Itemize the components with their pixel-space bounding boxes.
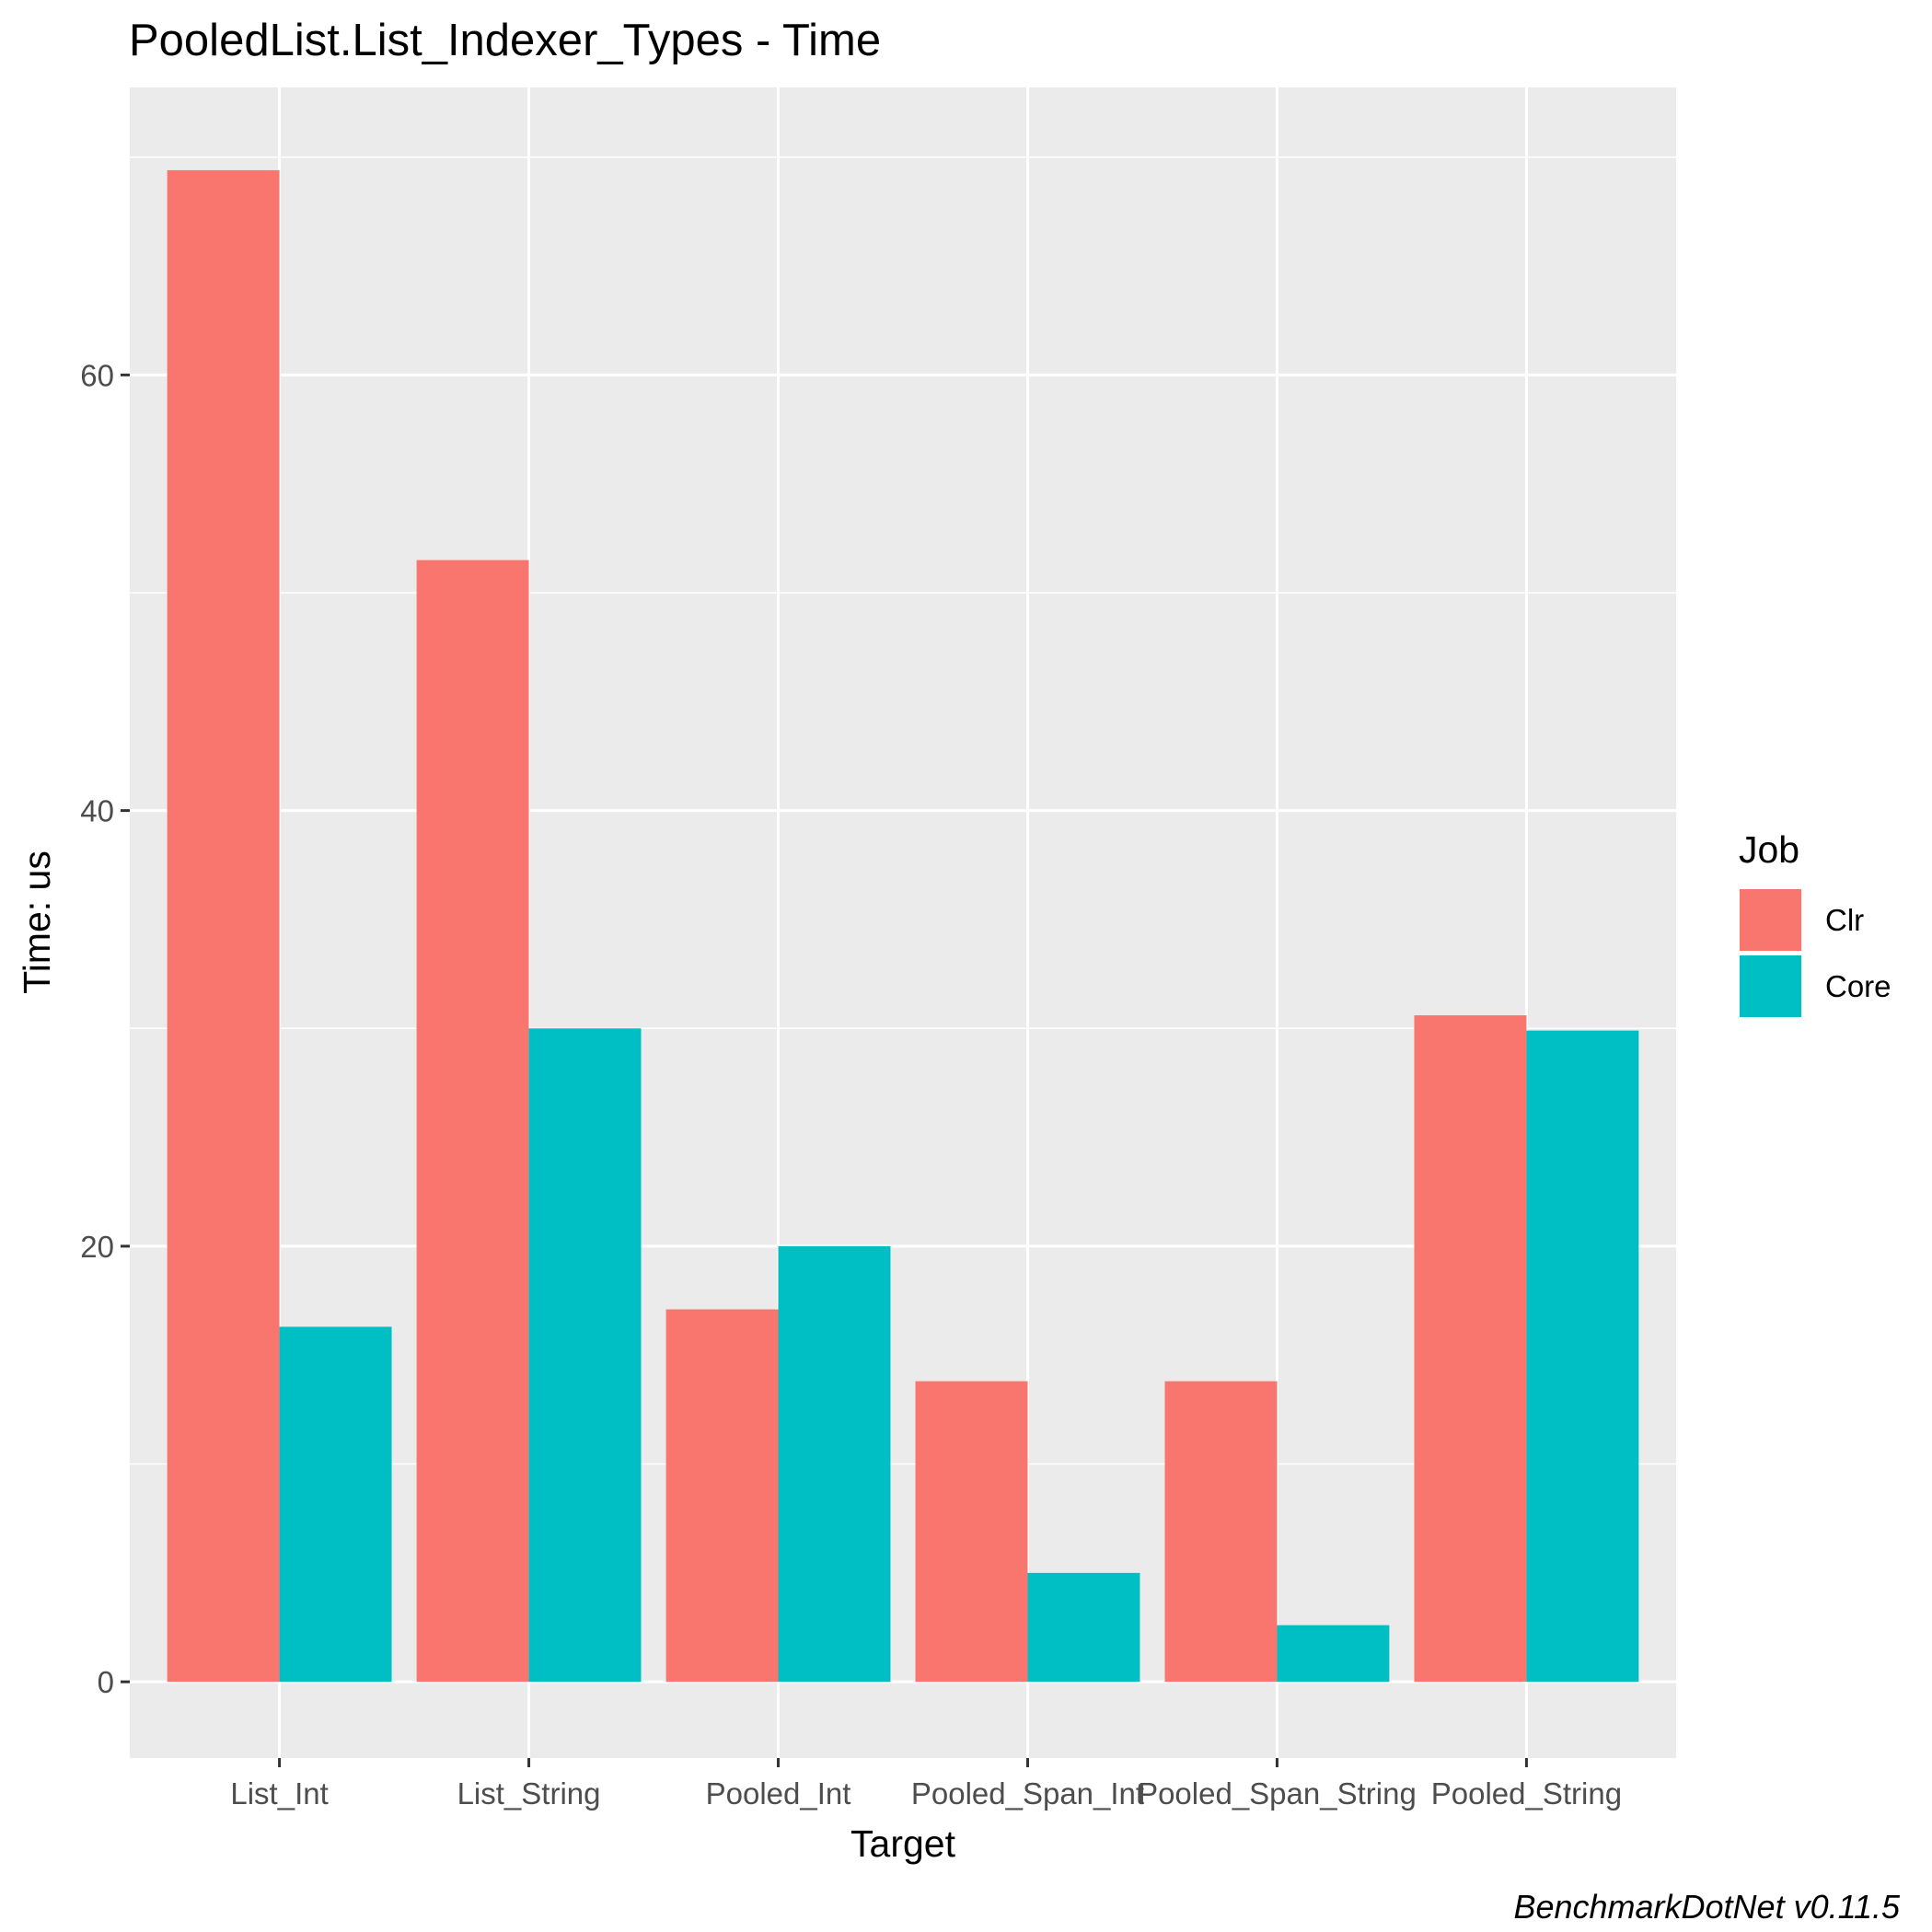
bar-core [528, 1028, 642, 1683]
legend-label: Clr [1825, 903, 1864, 937]
bar-clr [167, 169, 280, 1683]
y-tick-label: 60 [80, 358, 114, 392]
bar-clr [665, 1309, 779, 1683]
bar-core [778, 1245, 891, 1683]
legend: Job Clr Core [1739, 828, 1892, 1017]
bar-core [1277, 1625, 1390, 1683]
bars [167, 169, 1639, 1683]
x-tick-label: List_Int [230, 1776, 328, 1811]
x-axis: List_Int List_String Pooled_Int Pooled_Span… [230, 1758, 1622, 1811]
legend-key-clr [1740, 889, 1801, 951]
x-tick-label: Pooled_Span_String [1138, 1776, 1417, 1811]
bar-core [1027, 1572, 1140, 1683]
bar-core [279, 1326, 392, 1683]
x-tick-label: Pooled_Int [706, 1776, 851, 1811]
y-tick-label: 0 [98, 1665, 114, 1699]
y-axis: 0 20 40 60 [80, 358, 130, 1699]
bar-clr [1414, 1015, 1527, 1683]
x-axis-title: Target [850, 1822, 956, 1865]
y-tick-label: 40 [80, 794, 114, 828]
legend-title: Job [1739, 828, 1799, 871]
chart-title: PooledList.List_Indexer_Types - Time [129, 16, 881, 65]
y-tick-label: 20 [80, 1230, 114, 1264]
caption: BenchmarkDotNet v0.11.5 [1513, 1888, 1901, 1926]
legend-label: Core [1825, 969, 1892, 1003]
y-axis-title: Time: us [16, 850, 58, 994]
x-tick-label: Pooled_Span_Int [911, 1776, 1144, 1811]
x-tick-label: Pooled_String [1431, 1776, 1622, 1811]
bar-clr [915, 1381, 1028, 1683]
bar-clr [1164, 1381, 1278, 1683]
legend-key-core [1740, 955, 1801, 1017]
x-tick-label: List_String [457, 1776, 601, 1811]
bar-clr [416, 560, 529, 1683]
bar-core [1526, 1030, 1639, 1683]
